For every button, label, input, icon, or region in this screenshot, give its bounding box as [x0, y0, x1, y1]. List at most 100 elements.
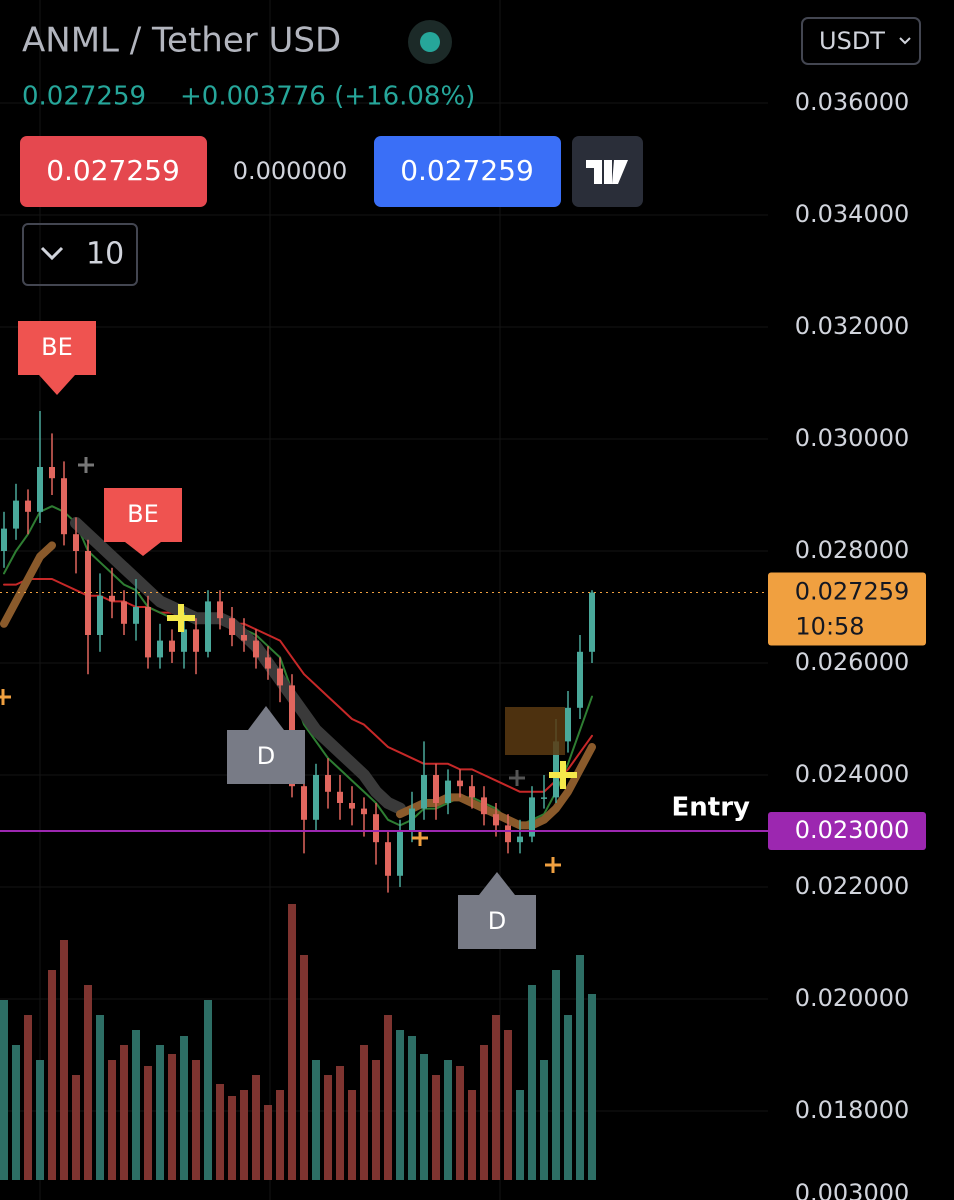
candle-body	[145, 606, 151, 658]
volume-bar	[564, 1015, 572, 1180]
volume-bar	[588, 994, 596, 1180]
y-tick-label: 0.028000	[795, 536, 910, 564]
symbol-title: ANML / Tether USD	[22, 21, 341, 61]
last-price-box	[768, 572, 926, 646]
volume-bar	[36, 1060, 44, 1180]
price: 0.027259	[22, 82, 146, 112]
candle-body	[325, 774, 331, 792]
signal-label	[227, 706, 305, 784]
candle-body	[313, 774, 319, 820]
zone-box	[505, 707, 565, 755]
buy-price: 0.027259	[400, 154, 534, 187]
countdown: 10:58	[795, 612, 864, 640]
candle-body	[397, 830, 403, 876]
chevron	[899, 37, 911, 45]
candle-body	[361, 808, 367, 815]
volume-bar	[264, 1105, 272, 1180]
volume-bar	[144, 1066, 152, 1180]
signal-cross	[509, 770, 525, 786]
volume-bar	[108, 1060, 116, 1180]
volume-bar	[480, 1045, 488, 1180]
volume-bar	[552, 970, 560, 1180]
candle-body	[481, 797, 487, 815]
candle-body	[577, 651, 583, 708]
signal-text: BE	[41, 333, 73, 361]
candle-body	[49, 467, 55, 479]
volume-bar	[576, 955, 584, 1180]
volume-bar	[204, 1000, 212, 1180]
interval-dropdown[interactable]	[22, 223, 138, 286]
volume-bar	[84, 985, 92, 1180]
candle-body	[85, 551, 91, 635]
volume-bar	[48, 970, 56, 1180]
candle-body	[337, 791, 343, 803]
y-tick-label: 0.032000	[795, 312, 910, 340]
volume-bar	[396, 1030, 404, 1180]
volume-bar	[156, 1045, 164, 1180]
volume-bar	[516, 1090, 524, 1180]
bottom-axis-label: 0.003000	[795, 1179, 910, 1200]
candle-body	[433, 774, 439, 803]
signal-cross	[545, 857, 561, 873]
y-tick-label: 0.030000	[795, 424, 910, 452]
candle-body	[565, 707, 571, 742]
volume-bar	[168, 1054, 176, 1180]
volume-bar	[216, 1084, 224, 1180]
volume-bar	[72, 1075, 80, 1180]
candle-body	[229, 618, 235, 635]
volume-bar	[468, 1090, 476, 1180]
candle-body	[553, 741, 559, 798]
y-tick-label: 0.024000	[795, 760, 910, 788]
volume-bar	[180, 1036, 188, 1180]
y-tick-label: 0.022000	[795, 872, 910, 900]
volume-bar	[336, 1066, 344, 1180]
entry-price-label: 0.023000	[795, 816, 910, 844]
candle-body	[121, 601, 127, 624]
volume-bar	[444, 1060, 452, 1180]
signal-text: D	[257, 742, 275, 770]
currency-selector[interactable]	[801, 17, 921, 65]
buy-button[interactable]	[374, 136, 561, 207]
volume-bar	[60, 940, 68, 1180]
candle-body	[157, 640, 163, 658]
candle-body	[349, 802, 355, 809]
entry-text: Entry	[672, 792, 751, 822]
sell-button[interactable]	[20, 136, 207, 207]
candle-body	[505, 825, 511, 843]
candle-body	[109, 595, 115, 602]
volume-bar	[0, 1000, 8, 1180]
candle-body	[1, 528, 7, 552]
candle-body	[409, 808, 415, 831]
volume-bar	[132, 1030, 140, 1180]
y-tick-label: 0.018000	[795, 1096, 910, 1124]
volume-bar	[372, 1060, 380, 1180]
volume-bar	[432, 1075, 440, 1180]
candle-body	[457, 780, 463, 787]
volume-bar	[240, 1090, 248, 1180]
candle-body	[37, 467, 43, 512]
volume-bar	[456, 1066, 464, 1180]
volume-bar	[348, 1090, 356, 1180]
logo	[586, 160, 628, 184]
signal-cross	[78, 457, 94, 473]
volume-bar	[408, 1036, 416, 1180]
volume-bar	[252, 1075, 260, 1180]
status-dot	[420, 32, 440, 52]
signal-cross	[167, 604, 195, 632]
candle-body	[529, 797, 535, 837]
volume-bar	[228, 1096, 236, 1180]
volume-bar	[384, 1015, 392, 1180]
volume-bar	[120, 1045, 128, 1180]
volume-bar	[420, 1054, 428, 1180]
moving-average	[70, 517, 406, 815]
currency: USDT	[819, 27, 885, 55]
candle-body	[13, 500, 19, 529]
candle-body	[517, 836, 523, 843]
candle-body	[301, 786, 307, 820]
moving-average	[0, 541, 56, 628]
volume-bar	[192, 1060, 200, 1180]
candle-body	[193, 629, 199, 652]
candle-body	[241, 634, 247, 641]
candle-body	[181, 629, 187, 652]
signal-cross	[549, 761, 577, 789]
